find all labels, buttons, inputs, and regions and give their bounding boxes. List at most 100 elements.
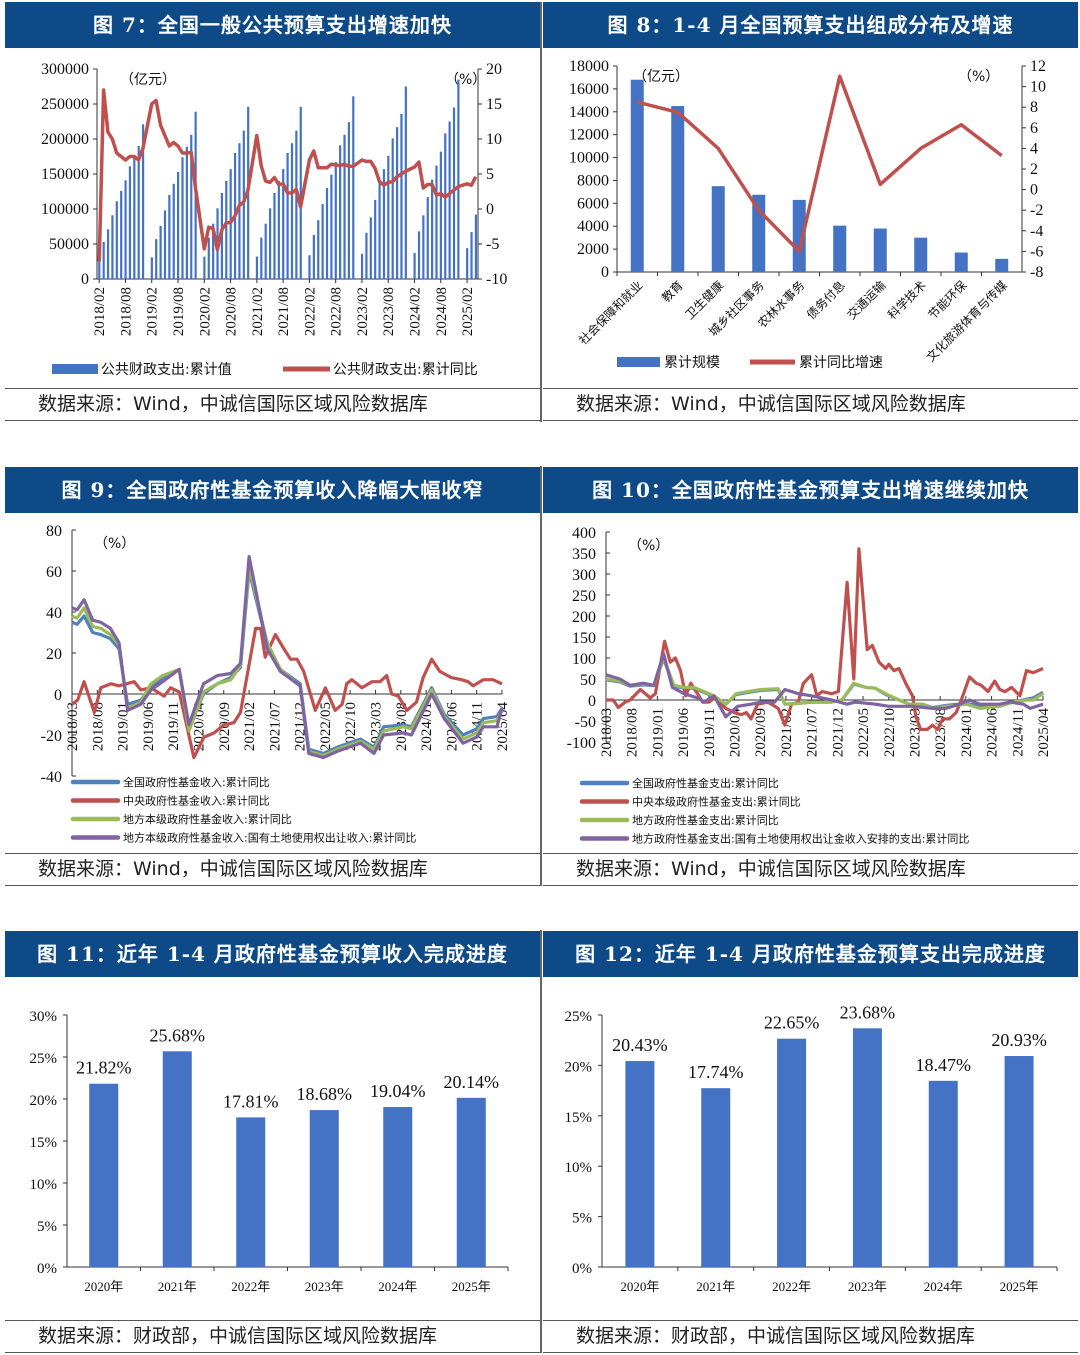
category-label: 2022年: [231, 1279, 270, 1294]
figure-source: 数据来源：财政部，中诚信国际区域风险数据库: [543, 1320, 1078, 1353]
y-tick-label: 400: [572, 525, 596, 542]
bar: [378, 183, 381, 279]
bar: [382, 169, 386, 279]
bar: [383, 1107, 413, 1267]
unit-label-left: （亿元）: [120, 72, 176, 88]
bar: [435, 165, 438, 279]
bar: [111, 215, 114, 279]
x-tick-label: 2022/10: [882, 708, 898, 757]
y-tick-label: 25%: [565, 1009, 593, 1025]
x-tick-label: 2020/09: [753, 708, 769, 757]
legend-label: 累计规模: [664, 355, 720, 371]
x-tick-label: 2020/04: [728, 708, 744, 758]
bar: [352, 96, 355, 279]
y-tick-label: -100: [567, 735, 596, 752]
figure-title: 图 12：近年 1-4 月政府性基金预算支出完成进度: [543, 931, 1078, 977]
bar: [321, 204, 324, 279]
bar: [422, 215, 425, 279]
series-line-3: [71, 554, 504, 760]
x-tick-label: 2019/11: [166, 702, 182, 751]
y-tick-label: 50: [580, 672, 596, 689]
y-tick-label-left: 200000: [41, 131, 89, 148]
bar: [914, 237, 928, 272]
figure-11: 图 11：近年 1-4 月政府性基金预算收入完成进度 0% 5% 10% 15% 20%…: [5, 931, 540, 1353]
bar: [141, 124, 145, 279]
x-tick-label: 2019/01: [116, 702, 132, 751]
y-tick-label-left: 8000: [577, 172, 609, 189]
series-line-1: [71, 626, 503, 760]
bar: [1004, 1056, 1034, 1267]
figure-9: 图 9：全国政府性基金预算收入降幅大幅收窄 -40 -20 0 20 40 60 80 201…: [5, 467, 540, 886]
y-tick-label-left: 0: [81, 271, 89, 288]
figure-title: 图 9：全国政府性基金预算收入降幅大幅收窄: [5, 467, 540, 513]
figure-title: 图 11：近年 1-4 月政府性基金预算收入完成进度: [5, 931, 540, 977]
y-tick-label: 20%: [565, 1059, 593, 1075]
y-tick-label: 10%: [30, 1177, 58, 1193]
figure-source: 数据来源：财政部，中诚信国际区域风险数据库: [5, 1320, 540, 1353]
category-label: 交通运输: [844, 278, 889, 323]
bar: [177, 171, 180, 279]
bar: [155, 239, 158, 279]
unit-label: （%）: [628, 538, 669, 554]
bar: [207, 237, 210, 279]
bar: [417, 231, 421, 279]
y-tick-label: 40: [46, 605, 62, 622]
bar: [630, 79, 644, 272]
y-tick-label-left: 250000: [41, 96, 89, 113]
legend-label: 公共财政支出:累计值: [101, 362, 232, 378]
y-tick-label: 0%: [572, 1261, 592, 1277]
x-tick-label: 2018/03: [65, 702, 81, 751]
data-label: 20.93%: [991, 1030, 1046, 1050]
y-tick-label-left: 300000: [41, 61, 89, 78]
x-tick-label: 2020/09: [217, 702, 233, 751]
x-tick-label: 2023/03: [907, 708, 923, 757]
figure-source: 数据来源：Wind，中诚信国际区域风险数据库: [543, 853, 1078, 886]
bar: [625, 1061, 655, 1267]
bar: [792, 199, 806, 272]
data-label: 22.65%: [764, 1013, 820, 1033]
bar: [312, 234, 315, 279]
bar: [404, 86, 407, 279]
category-label: 2020年: [620, 1279, 659, 1294]
y-tick-label: 25%: [30, 1051, 58, 1067]
x-tick-label: 2022/05: [318, 702, 334, 751]
x-tick-label: 2019/11: [702, 708, 718, 757]
x-tick-label: 2024/08: [434, 287, 450, 336]
y-tick-label-left: 2000: [577, 241, 609, 258]
category-label: 债务付息: [803, 278, 848, 323]
x-tick-label: 2019/01: [650, 708, 666, 757]
data-label: 18.68%: [297, 1084, 353, 1104]
bar: [448, 121, 451, 279]
bar: [954, 252, 968, 272]
bar: [128, 166, 132, 279]
bar: [873, 228, 887, 272]
y-tick-label: 5%: [572, 1211, 592, 1227]
x-tick-label: 2022/10: [343, 702, 359, 751]
y-tick-label: 60: [46, 564, 62, 581]
x-tick-label: 2024/06: [985, 708, 1001, 758]
bar: [413, 253, 416, 279]
bar: [431, 179, 434, 279]
bar: [185, 146, 188, 279]
data-label: 23.68%: [840, 1002, 896, 1022]
category-label: 2025年: [452, 1279, 491, 1294]
data-label: 17.81%: [223, 1091, 279, 1111]
y-tick-label: 0%: [37, 1261, 57, 1277]
bar: [400, 113, 403, 279]
category-label: 2020年: [84, 1279, 123, 1294]
y-tick-label: 20: [46, 646, 62, 663]
legend-label: 中央政府性基金收入:累计同比: [123, 794, 270, 808]
x-tick-label: 2022/08: [329, 287, 345, 336]
y-tick-label-right: 10: [1030, 79, 1046, 96]
bar: [387, 155, 390, 279]
bar: [369, 217, 372, 279]
bar: [212, 223, 215, 279]
legend-label: 地方本级政府性基金收入:累计同比: [123, 812, 292, 826]
legend-label: 地方政府性基金支出:国有土地使用权出让金收入安排的支出:累计同比: [632, 832, 969, 846]
bar: [225, 181, 228, 279]
y-tick-label-left: 6000: [577, 195, 609, 212]
y-tick-label: 20%: [30, 1093, 58, 1109]
bar: [124, 180, 127, 279]
y-tick-label: 0: [54, 687, 62, 704]
legend-swatch-bar: [52, 364, 98, 374]
